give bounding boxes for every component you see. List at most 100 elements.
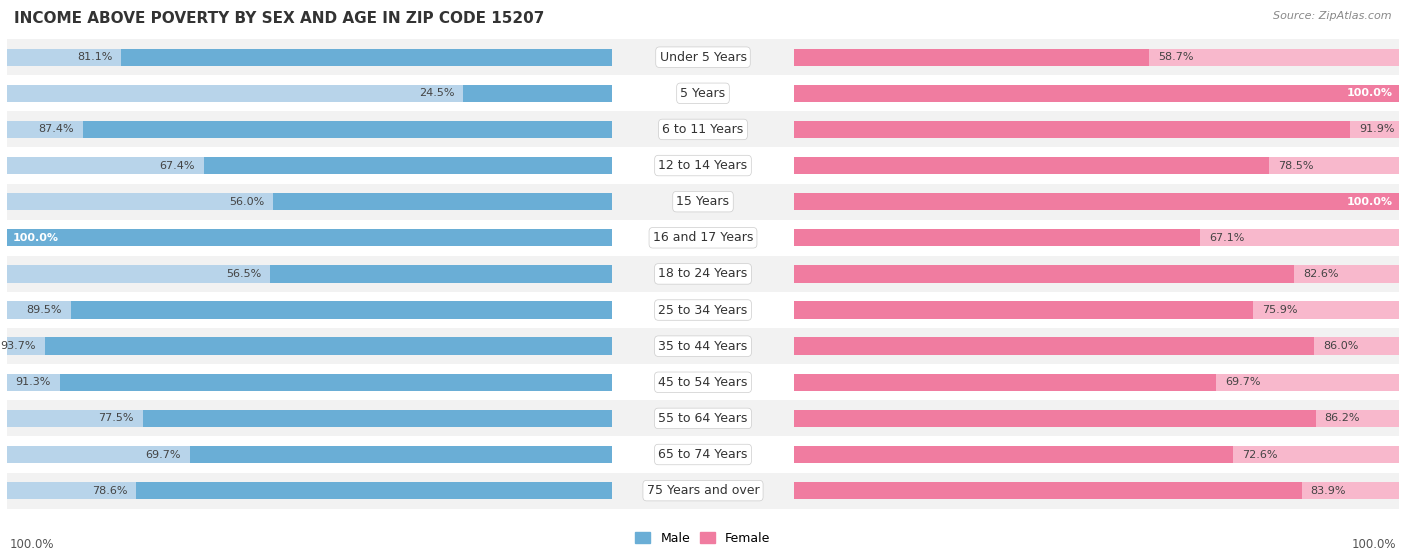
Bar [7,121,612,138]
Text: 100.0%: 100.0% [1347,88,1393,98]
Text: 55 to 64 Years: 55 to 64 Years [658,412,748,425]
Bar [7,301,612,319]
Bar [7,400,612,437]
Text: 56.5%: 56.5% [226,269,262,279]
Bar [7,157,612,174]
Text: 100.0%: 100.0% [1351,538,1396,551]
Bar [190,446,612,463]
Bar [136,482,612,499]
Bar [612,148,794,183]
Bar [7,49,612,66]
Text: 75.9%: 75.9% [1263,305,1298,315]
Bar [794,84,1399,102]
Text: 81.1%: 81.1% [77,52,112,62]
Bar [83,121,612,138]
Bar [7,111,612,148]
Text: 86.2%: 86.2% [1324,414,1360,423]
Text: 69.7%: 69.7% [146,449,181,459]
Text: 45 to 54 Years: 45 to 54 Years [658,376,748,389]
Text: 82.6%: 82.6% [1303,269,1339,279]
Bar [7,256,612,292]
Text: 86.0%: 86.0% [1323,341,1358,351]
Bar [7,183,612,220]
Text: 69.7%: 69.7% [1225,377,1260,387]
Bar [794,410,1399,427]
Bar [612,111,794,148]
Text: 67.1%: 67.1% [1209,233,1244,243]
Bar [270,265,612,283]
Bar [794,157,1270,174]
Bar [464,84,612,102]
Bar [794,49,1399,66]
Bar [794,121,1350,138]
Text: 100.0%: 100.0% [10,538,55,551]
Text: 5 Years: 5 Years [681,87,725,100]
Bar [794,410,1316,427]
Bar [794,265,1399,283]
Text: 67.4%: 67.4% [159,160,195,170]
Text: 91.9%: 91.9% [1360,125,1395,134]
Bar [794,472,1399,509]
Bar [794,49,1149,66]
Bar [273,193,612,210]
Bar [45,338,612,355]
Bar [7,472,612,509]
Text: 93.7%: 93.7% [0,341,37,351]
Bar [794,157,1399,174]
Bar [7,338,612,355]
Bar [121,49,612,66]
Bar [612,472,794,509]
Bar [7,328,612,364]
Bar [7,229,612,247]
Bar [7,220,612,256]
Bar [794,75,1399,111]
Text: 16 and 17 Years: 16 and 17 Years [652,231,754,244]
Bar [7,482,612,499]
Text: 24.5%: 24.5% [419,88,454,98]
Bar [7,437,612,472]
Bar [612,437,794,472]
Bar [612,328,794,364]
Bar [794,482,1399,499]
Bar [59,373,612,391]
Text: 77.5%: 77.5% [98,414,134,423]
Text: 12 to 14 Years: 12 to 14 Years [658,159,748,172]
Bar [7,292,612,328]
Bar [7,364,612,400]
Bar [7,446,612,463]
Text: 87.4%: 87.4% [38,125,75,134]
Bar [7,193,612,210]
Bar [794,301,1399,319]
Bar [794,229,1399,247]
Bar [794,292,1399,328]
Bar [794,265,1294,283]
Bar [794,373,1399,391]
Bar [7,265,612,283]
Bar [794,229,1201,247]
Bar [794,111,1399,148]
Bar [7,84,612,102]
Text: Source: ZipAtlas.com: Source: ZipAtlas.com [1274,11,1392,21]
Bar [7,410,612,427]
Text: 100.0%: 100.0% [1347,197,1393,207]
Text: INCOME ABOVE POVERTY BY SEX AND AGE IN ZIP CODE 15207: INCOME ABOVE POVERTY BY SEX AND AGE IN Z… [14,11,544,26]
Text: 78.5%: 78.5% [1278,160,1313,170]
Bar [204,157,612,174]
Text: 15 Years: 15 Years [676,195,730,208]
Bar [794,364,1399,400]
Bar [612,75,794,111]
Bar [612,183,794,220]
Text: 75 Years and over: 75 Years and over [647,484,759,497]
Bar [612,400,794,437]
Text: 35 to 44 Years: 35 to 44 Years [658,340,748,353]
Bar [794,39,1399,75]
Text: 91.3%: 91.3% [15,377,51,387]
Bar [794,482,1302,499]
Text: 65 to 74 Years: 65 to 74 Years [658,448,748,461]
Bar [794,84,1399,102]
Bar [794,446,1399,463]
Bar [794,301,1253,319]
Bar [612,39,794,75]
Bar [794,193,1399,210]
Text: 6 to 11 Years: 6 to 11 Years [662,123,744,136]
